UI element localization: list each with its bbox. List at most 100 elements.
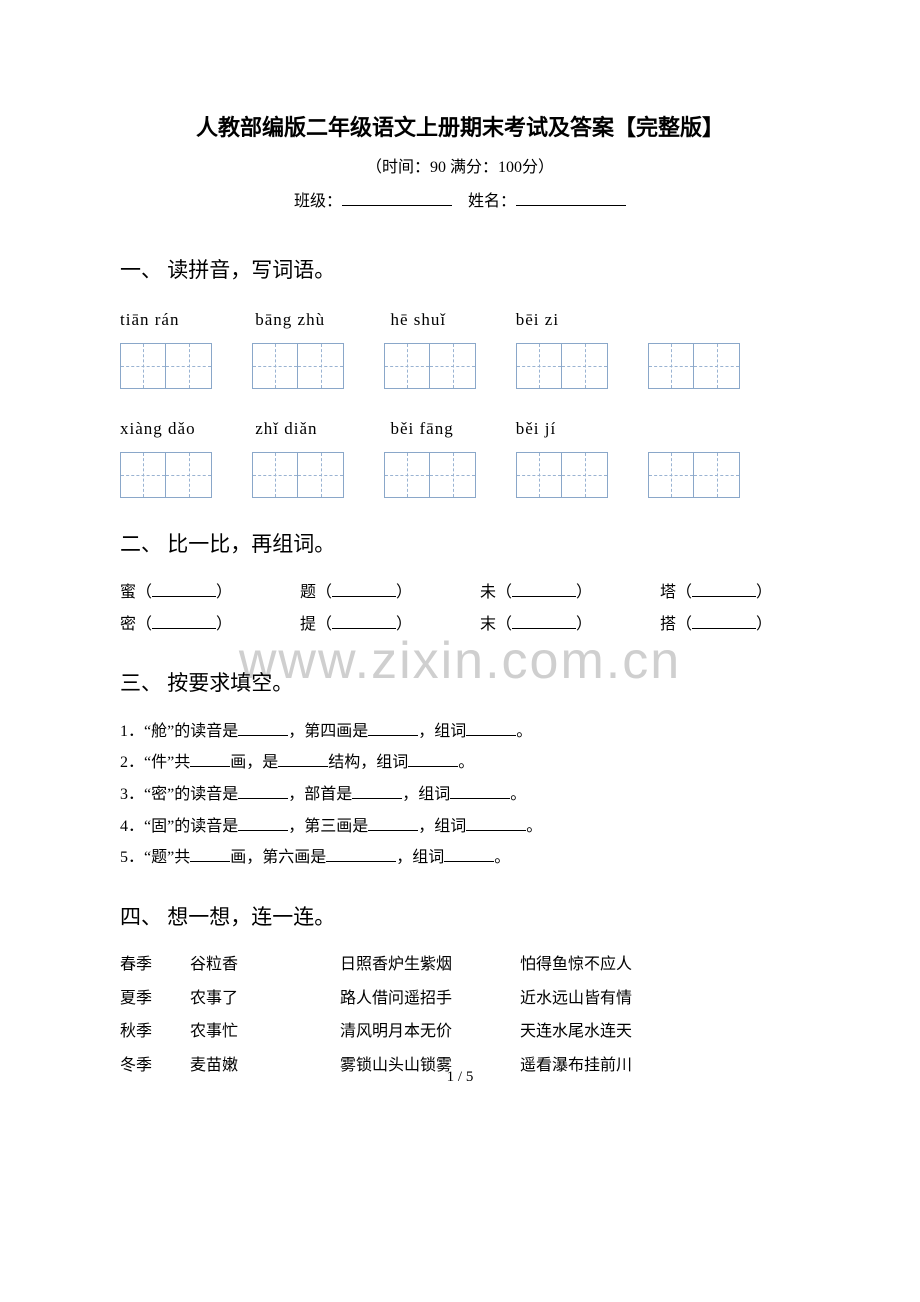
q3-blank [238, 720, 288, 736]
q3-text: 3．“密”的读音是 [120, 786, 238, 803]
tianzi-pair [648, 452, 740, 498]
q3-blank [190, 846, 230, 862]
q4-cell: 清风明月本无价 [340, 1019, 490, 1045]
tianzi-pair [516, 452, 608, 498]
q2-row-1: 蜜（） 题（） 未（） 塔（） [120, 580, 800, 606]
q3-line-4: 4．“固”的读音是，第三画是，组词。 [120, 814, 800, 840]
tianzi-pair [252, 343, 344, 389]
class-label: 班级： [294, 193, 342, 210]
q2-item: 搭（） [660, 612, 772, 638]
q3-line-2: 2．“件”共画，是结构，组词。 [120, 750, 800, 776]
tianzi-cell [516, 343, 562, 389]
q3-text: ，组词 [402, 786, 450, 803]
pinyin: zhǐ diǎn [255, 415, 385, 442]
q3-blank [368, 720, 418, 736]
tianzi-cell [298, 343, 344, 389]
pinyin: bēi zi [516, 306, 626, 333]
q4-cell: 夏季 [120, 986, 190, 1012]
section-1-heading: 一、 读拼音，写词语。 [120, 254, 800, 288]
pinyin: xiàng dǎo [120, 415, 250, 442]
tianzi-cell [430, 343, 476, 389]
q3-blank [352, 783, 402, 799]
q4-cell: 农事忙 [190, 1019, 280, 1045]
page-title: 人教部编版二年级语文上册期末考试及答案【完整版】 [120, 110, 800, 145]
q4-cell: 农事了 [190, 986, 280, 1012]
q3-text: ，组词 [418, 723, 466, 740]
q4-cell: 路人借问遥招手 [340, 986, 490, 1012]
q2-char: 未 [480, 580, 496, 606]
q2-item: 未（） [480, 580, 660, 606]
q2-item: 塔（） [660, 580, 772, 606]
tianzi-pair [648, 343, 740, 389]
q3-text: ，组词 [418, 818, 466, 835]
q4-cell: 春季 [120, 952, 190, 978]
q2-item: 蜜（） [120, 580, 300, 606]
tianzi-pair [384, 343, 476, 389]
tianzi-cell [694, 343, 740, 389]
tianzi-cell [562, 343, 608, 389]
q2-blank [512, 581, 576, 597]
tianzi-cell [430, 452, 476, 498]
pinyin: běi jí [516, 415, 626, 442]
tianzi-cell [252, 452, 298, 498]
tianzi-row-1 [120, 343, 800, 389]
q4-cell: 麦苗嫩 [190, 1053, 280, 1079]
q2-item: 末（） [480, 612, 660, 638]
pinyin: tiān rán [120, 306, 250, 333]
q3-blank [466, 720, 516, 736]
q4-cell: 雾锁山头山锁雾 [340, 1053, 490, 1079]
q2-blank [332, 581, 396, 597]
section-2-heading: 二、 比一比，再组词。 [120, 528, 800, 562]
name-label: 姓名： [468, 193, 516, 210]
q2-char: 题 [300, 580, 316, 606]
q2-char: 塔 [660, 580, 676, 606]
pinyin-row-2: xiàng dǎo zhǐ diǎn běi fāng běi jí [120, 415, 800, 442]
q2-blank [152, 581, 216, 597]
q2-char: 密 [120, 612, 136, 638]
q2-blank [512, 613, 576, 629]
q2-item: 密（） [120, 612, 300, 638]
q3-blank [450, 783, 510, 799]
q3-text: ，第三画是 [288, 818, 368, 835]
tianzi-pair [384, 452, 476, 498]
q4-cell: 遥看瀑布挂前川 [520, 1053, 670, 1079]
q4-cell: 冬季 [120, 1053, 190, 1079]
q3-line-5: 5．“题”共画，第六画是，组词。 [120, 845, 800, 871]
q4-grid: 春季 谷粒香 日照香炉生紫烟 怕得鱼惊不应人 夏季 农事了 路人借问遥招手 近水… [120, 952, 800, 1078]
q2-blank [692, 613, 756, 629]
tianzi-pair [120, 452, 212, 498]
pinyin: hē shuǐ [391, 306, 511, 333]
q4-cell: 近水远山皆有情 [520, 986, 670, 1012]
q2-char: 搭 [660, 612, 676, 638]
q3-text: 。 [510, 786, 526, 803]
q3-blank [278, 751, 328, 767]
tianzi-cell [120, 452, 166, 498]
q3-text: ，组词 [396, 849, 444, 866]
q2-item: 提（） [300, 612, 480, 638]
tianzi-cell [384, 452, 430, 498]
subtitle: （时间：90 满分：100分） [120, 155, 800, 181]
tianzi-cell [694, 452, 740, 498]
q3-text: 。 [494, 849, 510, 866]
document-content: 人教部编版二年级语文上册期末考试及答案【完整版】 （时间：90 满分：100分）… [120, 110, 800, 1079]
q4-cell: 谷粒香 [190, 952, 280, 978]
tianzi-cell [166, 452, 212, 498]
q3-text: 。 [526, 818, 542, 835]
tianzi-cell [648, 343, 694, 389]
q4-cell: 秋季 [120, 1019, 190, 1045]
q2-blank [152, 613, 216, 629]
q3-text: 。 [458, 754, 474, 771]
q2-item: 题（） [300, 580, 480, 606]
q3-blank [444, 846, 494, 862]
q3-text: 1．“舱”的读音是 [120, 723, 238, 740]
section-3-heading: 三、 按要求填空。 [120, 667, 800, 701]
tianzi-cell [562, 452, 608, 498]
info-line: 班级： 姓名： [120, 189, 800, 215]
q3-text: ，第四画是 [288, 723, 368, 740]
tianzi-cell [166, 343, 212, 389]
q3-line-3: 3．“密”的读音是，部首是，组词。 [120, 782, 800, 808]
pinyin-row-1: tiān rán bāng zhù hē shuǐ bēi zi [120, 306, 800, 333]
q3-text: 结构，组词 [328, 754, 408, 771]
q2-char: 末 [480, 612, 496, 638]
q3-blank [238, 783, 288, 799]
